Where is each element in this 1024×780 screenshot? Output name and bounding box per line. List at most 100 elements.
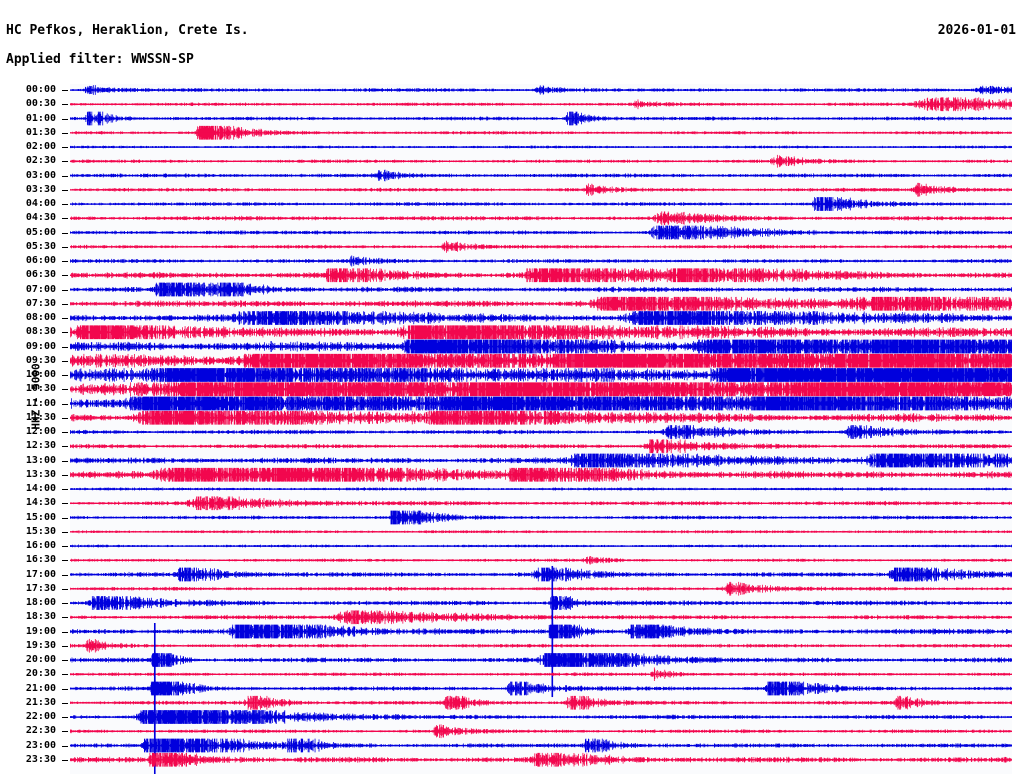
time-tick-label: 07:30 [25, 297, 56, 309]
time-tick-mark [62, 660, 68, 661]
time-tick-label: 14:30 [25, 497, 56, 509]
time-tick-mark [62, 432, 68, 433]
time-tick-label: 05:00 [25, 226, 56, 238]
time-tick-mark [62, 261, 68, 262]
time-tick-mark [62, 617, 68, 618]
time-tick-mark [62, 233, 68, 234]
time-tick-label: 02:30 [25, 155, 56, 167]
time-tick-mark [62, 589, 68, 590]
time-tick-mark [62, 546, 68, 547]
time-tick-mark [62, 503, 68, 504]
time-tick-mark [62, 746, 68, 747]
time-tick-mark [62, 731, 68, 732]
time-tick-label: 15:30 [25, 525, 56, 537]
time-tick-mark [62, 361, 68, 362]
time-tick-mark [62, 290, 68, 291]
time-tick-mark [62, 446, 68, 447]
time-tick-label: 20:00 [25, 654, 56, 665]
time-tick-mark [62, 475, 68, 476]
time-tick-label: 06:30 [25, 269, 56, 281]
time-tick-label: 08:00 [25, 312, 56, 323]
time-tick-label: 10:00 [25, 369, 56, 380]
time-tick-mark [62, 518, 68, 519]
time-tick-label: 04:30 [25, 212, 56, 224]
time-tick-label: 09:00 [25, 340, 56, 352]
time-tick-label: 00:30 [25, 98, 56, 110]
time-tick-label: 23:00 [25, 739, 56, 751]
time-tick-mark [62, 347, 68, 348]
seismogram-plot[interactable] [70, 84, 1012, 774]
time-tick-mark [62, 674, 68, 675]
time-tick-mark [62, 218, 68, 219]
time-tick-label: 03:00 [25, 169, 56, 181]
time-tick-label: 00:00 [25, 84, 56, 95]
time-tick-mark [62, 389, 68, 390]
time-tick-mark [62, 161, 68, 162]
time-tick-label: 16:00 [25, 540, 56, 551]
time-tick-mark [62, 275, 68, 276]
time-tick-mark [62, 717, 68, 718]
time-tick-label: 20:30 [25, 668, 56, 680]
time-tick-mark [62, 318, 68, 319]
time-tick-label: 09:30 [25, 354, 56, 366]
time-tick-mark [62, 176, 68, 177]
record-date: 2026-01-01 [937, 23, 1016, 38]
time-tick-label: 01:00 [25, 112, 56, 124]
time-tick-label: 02:00 [25, 141, 56, 152]
time-tick-label: 04:00 [25, 198, 56, 209]
time-tick-mark [62, 603, 68, 604]
time-tick-label: 22:30 [25, 725, 56, 737]
time-tick-label: 18:00 [25, 597, 56, 608]
time-tick-label: 11:00 [25, 397, 56, 409]
time-tick-label: 05:30 [25, 240, 56, 252]
time-tick-label: 23:30 [25, 753, 56, 765]
time-tick-label: 12:00 [25, 426, 56, 437]
time-tick-label: 21:00 [25, 682, 56, 694]
time-tick-mark [62, 90, 68, 91]
time-tick-mark [62, 404, 68, 405]
time-tick-mark [62, 703, 68, 704]
applied-filter-label: Applied filter: WWSSN-SP [6, 52, 194, 67]
time-tick-mark [62, 304, 68, 305]
time-tick-mark [62, 247, 68, 248]
time-tick-label: 14:00 [25, 483, 56, 494]
time-tick-mark [62, 190, 68, 191]
time-tick-mark [62, 375, 68, 376]
time-tick-mark [62, 204, 68, 205]
time-tick-mark [62, 133, 68, 134]
time-tick-mark [62, 646, 68, 647]
time-tick-label: 19:00 [25, 625, 56, 637]
seismogram-canvas[interactable] [70, 84, 1012, 774]
time-tick-mark [62, 461, 68, 462]
time-tick-label: 08:30 [25, 326, 56, 338]
time-tick-label: 10:30 [25, 383, 56, 395]
time-tick-mark [62, 119, 68, 120]
time-tick-mark [62, 418, 68, 419]
time-tick-label: 18:30 [25, 611, 56, 623]
time-tick-mark [62, 632, 68, 633]
time-tick-mark [62, 532, 68, 533]
time-tick-mark [62, 489, 68, 490]
time-tick-label: 15:00 [25, 511, 56, 523]
time-tick-label: 11:30 [25, 411, 56, 423]
time-tick-mark [62, 147, 68, 148]
time-tick-label: 17:30 [25, 582, 56, 594]
time-axis: 00:00 00:30 01:00 01:30 02:00 02:30 03:00 03:30… [0, 84, 70, 774]
time-tick-label: 22:00 [25, 711, 56, 722]
time-tick-mark [62, 689, 68, 690]
time-tick-mark [62, 560, 68, 561]
time-tick-label: 01:30 [25, 126, 56, 138]
time-tick-label: 13:00 [25, 454, 56, 466]
time-tick-label: 06:00 [25, 255, 56, 266]
time-tick-mark [62, 575, 68, 576]
station-title: HC Pefkos, Heraklion, Crete Is. [6, 23, 249, 38]
time-tick-label: 17:00 [25, 568, 56, 580]
time-tick-label: 19:30 [25, 639, 56, 651]
time-tick-label: 03:30 [25, 183, 56, 195]
time-tick-label: 16:30 [25, 554, 56, 566]
time-tick-label: 13:30 [25, 468, 56, 480]
time-tick-label: 12:30 [25, 440, 56, 452]
time-tick-mark [62, 760, 68, 761]
time-tick-mark [62, 104, 68, 105]
